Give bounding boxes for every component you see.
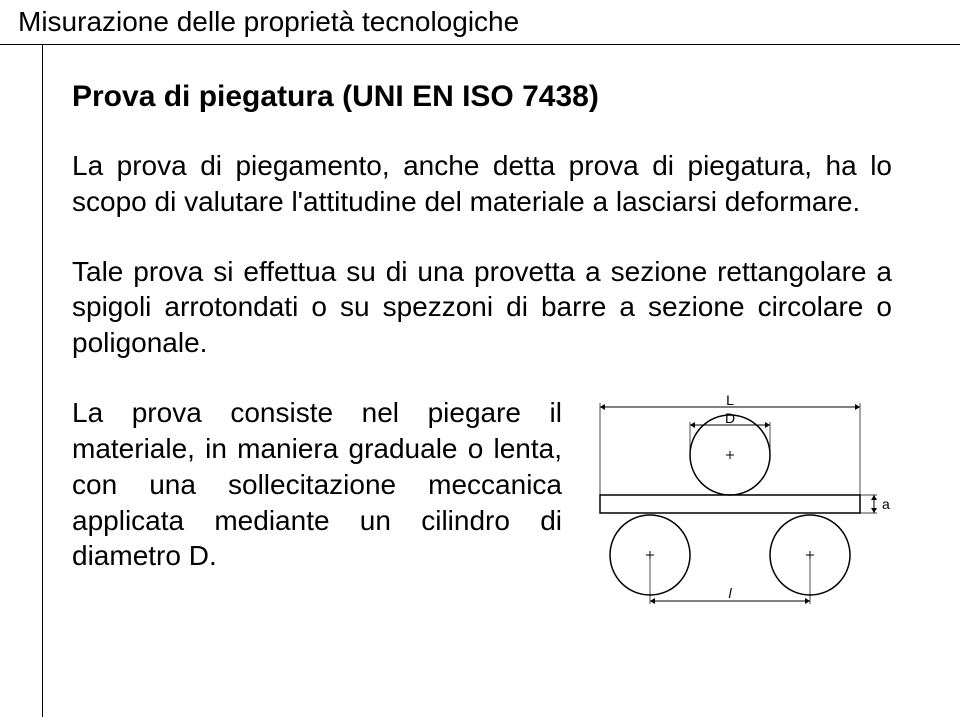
svg-text:L: L: [726, 395, 734, 408]
paragraph-3: La prova consiste nel piegare il materia…: [72, 395, 562, 574]
page-header: Misurazione delle proprietà tecnologiche: [18, 6, 519, 38]
header-rule-horizontal: [0, 44, 960, 45]
bending-test-diagram: LDa l: [580, 395, 890, 605]
header-rule-vertical: [42, 44, 43, 717]
lower-row: La prova consiste nel piegare il materia…: [72, 395, 892, 605]
section-title: Prova di piegatura (UNI EN ISO 7438): [72, 80, 892, 114]
bending-test-svg: LDa l: [580, 395, 890, 605]
svg-text:D: D: [725, 410, 735, 426]
section-title-text: Prova di piegatura (UNI EN ISO 7438): [72, 80, 599, 113]
page-header-text: Misurazione delle proprietà tecnologiche: [18, 6, 519, 37]
paragraph-3-text: La prova consiste nel piegare il materia…: [72, 397, 562, 571]
paragraph-2-text: Tale prova si effettua su di una provett…: [72, 256, 892, 359]
paragraph-1-text: La prova di piegamento, anche detta prov…: [72, 150, 892, 217]
paragraph-2: Tale prova si effettua su di una provett…: [72, 254, 892, 361]
svg-text:a: a: [882, 496, 890, 512]
content-area: Prova di piegatura (UNI EN ISO 7438) La …: [72, 80, 892, 605]
paragraph-1: La prova di piegamento, anche detta prov…: [72, 148, 892, 220]
svg-text:l: l: [728, 585, 732, 601]
